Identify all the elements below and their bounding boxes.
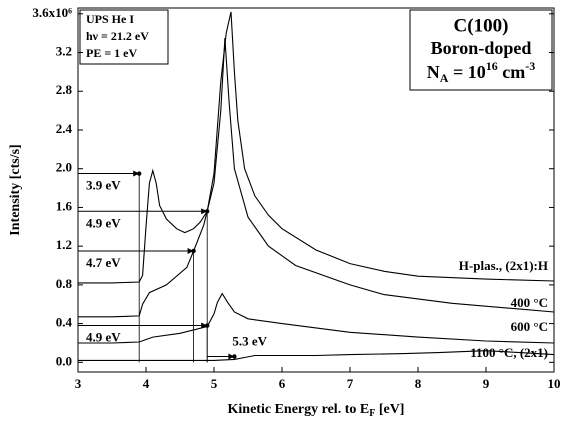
x-label-sub: F [369,408,375,419]
sample-box: C(100) Boron-doped NA = 1016 cm-3 [409,9,553,91]
x-tick-label: 6 [279,376,286,391]
doping-part: cm [498,62,525,82]
x-label-part: Kinetic Energy rel. to E [228,402,370,417]
x-tick-label: 10 [548,376,561,391]
y-tick-label: 0.8 [56,276,73,291]
x-axis-label: Kinetic Energy rel. to EF [eV] [228,402,405,419]
x-tick-label: 4 [143,376,150,391]
x-tick-label: 5 [211,376,218,391]
x-label-part: [eV] [375,402,404,417]
series-label: 1100 °C, (2x1) [470,345,548,360]
annotation-label: 4.9 eV [86,330,121,345]
x-tick-label: 3 [75,376,82,391]
y-tick-label: 3.6x10⁶ [32,5,72,20]
plot-frame [77,7,555,373]
sample-subtitle: Boron-doped [431,38,532,58]
y-tick-label: 0.4 [56,315,73,330]
series-line [78,37,555,318]
x-tick-label: 7 [347,376,354,391]
info-line: hν = 21.2 eV [86,29,149,43]
info-line: UPS He I [86,12,134,26]
info-line: PE = 1 eV [86,46,137,60]
doping-sup: 16 [486,59,498,73]
series-line [78,292,555,344]
series-label: H-plas., (2x1):H [459,258,548,273]
doping-part: N [427,62,440,82]
annotation-label: 4.9 eV [86,215,121,230]
onset-dot [232,354,237,359]
series-label: 600 °C [511,319,548,334]
y-tick-label: 2.4 [56,121,73,136]
x-tick-label: 8 [415,376,422,391]
annotation-label: 4.7 eV [86,255,121,270]
info-box: UPS He I hν = 21.2 eV PE = 1 eV [79,9,169,65]
series-line [78,350,555,361]
sample-doping: NA = 1016 cm-3 [427,59,535,85]
y-tick-label: 3.2 [56,44,72,59]
doping-sup: -3 [525,59,535,73]
y-axis-label: Intensity [cts/s] [8,144,23,235]
annotation-label: 3.9 eV [86,178,121,193]
series-line [78,11,555,284]
y-tick-label: 1.6 [56,198,73,213]
y-tick-label: 2.0 [56,160,72,175]
sample-title: C(100) [454,15,509,36]
doping-sub: A [440,71,449,85]
x-tick-label: 9 [483,376,490,391]
doping-part: = 10 [448,62,485,82]
annotation-label: 5.3 eV [232,333,267,348]
y-tick-label: 1.2 [56,237,72,252]
y-tick-label: 2.8 [56,82,73,97]
y-tick-label: 0.0 [56,353,72,368]
series-label: 400 °C [511,295,548,310]
